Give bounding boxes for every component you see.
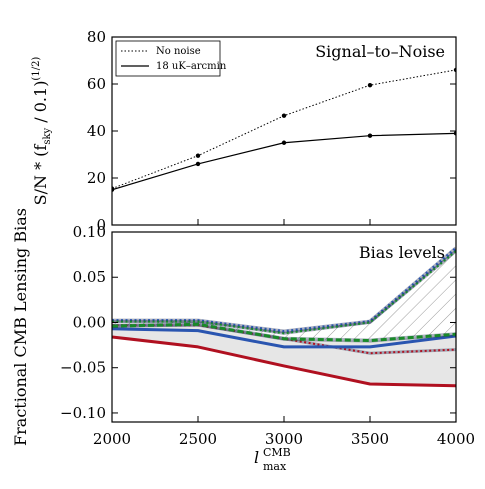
bias-ytick-label: 0.05 bbox=[73, 268, 106, 286]
bias-xlabel: l bbox=[254, 448, 259, 467]
bias-panel: Bias levels −0.10 −0.05 0.00 0.05 0.10 2000 2… bbox=[11, 208, 475, 473]
snr-series-0-point bbox=[367, 82, 373, 88]
snr-ytick-label: 80 bbox=[87, 28, 106, 46]
legend: No noise 18 uK–arcmin bbox=[115, 40, 227, 77]
bias-series-2-line bbox=[112, 327, 456, 349]
bias-panel-title: Bias levels bbox=[359, 243, 445, 262]
bias-band-0 bbox=[112, 325, 456, 386]
snr-series-0-line bbox=[112, 69, 456, 190]
snr-series-0-point bbox=[281, 113, 287, 118]
snr-series-1-point bbox=[195, 161, 201, 167]
legend-box bbox=[115, 40, 221, 77]
snr-ytick-label: 0 bbox=[96, 216, 106, 234]
bias-xlabel-sup: CMB bbox=[263, 446, 291, 459]
snr-ytick-label: 20 bbox=[87, 169, 106, 187]
bias-xtick-label: 2500 bbox=[179, 430, 217, 448]
legend-label-18uk: 18 uK–arcmin bbox=[156, 61, 227, 72]
bias-ytick-label: −0.05 bbox=[60, 359, 106, 377]
snr-ytick-label: 40 bbox=[87, 122, 106, 140]
legend-label-no-noise: No noise bbox=[156, 46, 201, 57]
bias-xtick-label: 4000 bbox=[437, 430, 475, 448]
bias-series-4-line bbox=[112, 247, 456, 334]
snr-series-1-point bbox=[367, 133, 373, 138]
snr-series-1-point bbox=[281, 140, 287, 145]
bias-series-1-line bbox=[112, 324, 456, 355]
bias-series-3-line bbox=[112, 322, 456, 343]
bias-xtick-label: 3500 bbox=[351, 430, 389, 448]
snr-ylabel: S/N * (fsky / 0.1)(1/2) bbox=[31, 57, 53, 206]
bias-xtick-label: 2000 bbox=[93, 430, 131, 448]
snr-ytick-label: 60 bbox=[87, 75, 106, 93]
bias-ytick-label: 0.00 bbox=[73, 313, 106, 331]
bias-xlabel-sub: max bbox=[263, 460, 287, 473]
bias-series-5-line bbox=[112, 250, 456, 335]
bias-series-0-line bbox=[112, 335, 456, 388]
snr-panel: Signal–to–Noise No noise 18 uK–arcmin 0 2… bbox=[31, 28, 457, 234]
bias-ytick-label: −0.10 bbox=[60, 404, 106, 422]
snr-series-0-point bbox=[195, 153, 201, 158]
bias-band-1 bbox=[112, 248, 456, 341]
bias-ylabel: Fractional CMB Lensing Bias bbox=[11, 208, 30, 446]
snr-panel-title: Signal–to–Noise bbox=[315, 42, 445, 61]
bias-xtick-label: 3000 bbox=[265, 430, 303, 448]
bias-ytick-label: 0.10 bbox=[73, 223, 106, 241]
